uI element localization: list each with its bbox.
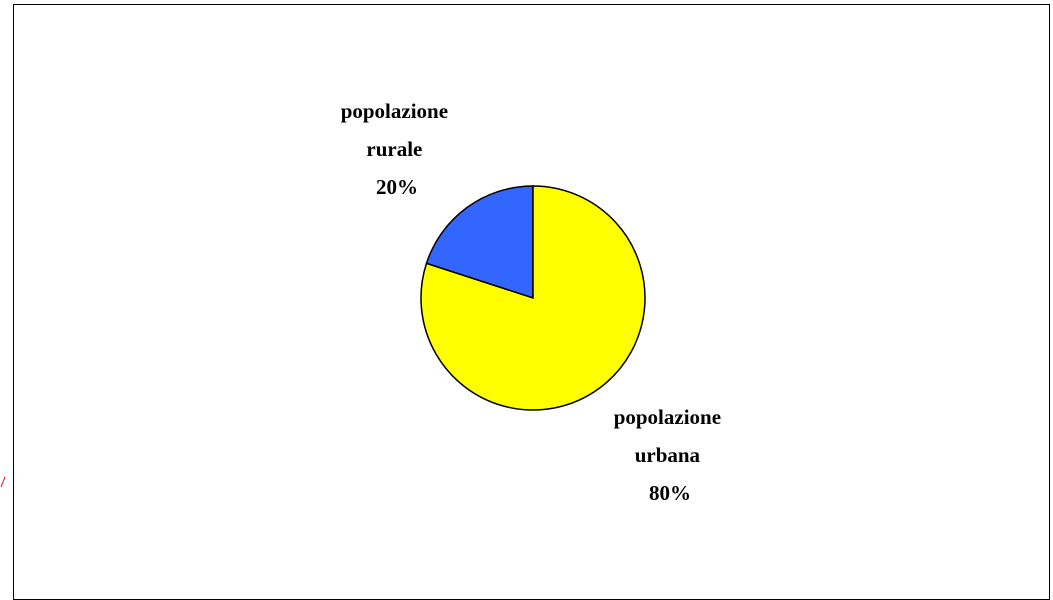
slice-label-rural: popolazione rurale 20% bbox=[341, 99, 454, 199]
pie-slice-urban bbox=[420, 185, 646, 411]
slice-label-rural-percent: 20% bbox=[376, 175, 418, 199]
stray-red-mark bbox=[0, 476, 6, 488]
slice-label-rural-line1: popolazione bbox=[341, 99, 448, 123]
slice-label-urban-line1: popolazione bbox=[614, 405, 721, 429]
slice-label-rural-line2: rurale bbox=[366, 137, 422, 161]
slice-label-urban-line2: urbana bbox=[635, 443, 701, 467]
slice-label-urban: popolazione urbana 80% bbox=[614, 405, 727, 505]
pie-slice-rural bbox=[425, 185, 534, 300]
slice-label-urban-percent: 80% bbox=[649, 481, 691, 505]
pie-slices bbox=[420, 185, 646, 411]
